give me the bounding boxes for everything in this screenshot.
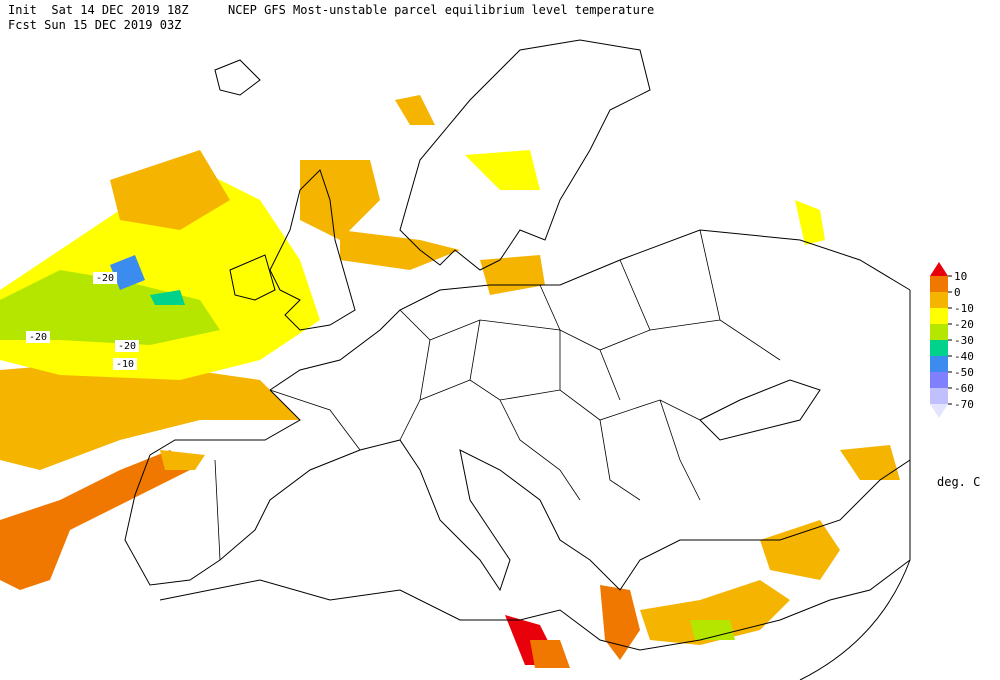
shade-area <box>640 580 790 645</box>
shade-area <box>340 230 460 270</box>
legend-swatch <box>930 356 948 372</box>
legend-label: -20 <box>954 318 974 331</box>
legend-label: -70 <box>954 398 974 411</box>
coastline <box>229 254 276 301</box>
coastline <box>124 389 911 592</box>
contour-label-box <box>26 331 50 343</box>
shade-area <box>300 160 380 240</box>
shade-area <box>840 445 900 480</box>
field-shading <box>0 95 900 668</box>
legend-label: -30 <box>954 334 974 347</box>
legend-swatch <box>930 340 948 356</box>
legend-unit: deg. C <box>937 475 980 489</box>
legend-swatch <box>930 308 948 324</box>
color-legend: 10 0 -10 -20 -30 -40 -50 -60 -70 <box>930 262 974 418</box>
header-init: Init Sat 14 DEC 2019 18Z <box>8 3 189 17</box>
legend-swatch <box>930 388 948 404</box>
legend-arrow-bottom <box>930 404 948 418</box>
country-borders <box>214 229 781 561</box>
contour-label: -20 <box>29 332 47 343</box>
coastlines <box>124 39 911 680</box>
shade-area <box>395 95 435 125</box>
legend-swatch <box>930 276 948 292</box>
legend-label: 0 <box>954 286 961 299</box>
coastline <box>214 59 261 96</box>
shade-area <box>600 585 640 660</box>
legend-swatch <box>930 324 948 340</box>
legend-swatch <box>930 372 948 388</box>
shade-area <box>0 450 190 590</box>
contour-label: -10 <box>116 359 134 370</box>
contour-label-box <box>113 358 137 370</box>
coastline <box>269 169 356 331</box>
shade-area <box>0 360 300 470</box>
coastline <box>699 379 821 441</box>
shade-area <box>110 255 145 290</box>
shade-area <box>0 270 220 345</box>
legend-label: -60 <box>954 382 974 395</box>
shade-area <box>530 640 570 668</box>
legend-label: -40 <box>954 350 974 363</box>
border <box>214 229 781 561</box>
shade-area <box>110 150 230 230</box>
shade-area <box>465 150 540 190</box>
shade-area <box>760 520 840 580</box>
coastline <box>159 559 911 651</box>
shade-area <box>160 450 205 470</box>
legend-swatch <box>930 292 948 308</box>
contour-label-box <box>115 340 139 352</box>
shade-area <box>150 290 185 305</box>
map-edge <box>799 290 911 680</box>
legend-arrow-top <box>930 262 948 276</box>
contour-label: -20 <box>118 341 136 352</box>
shade-area <box>795 200 825 245</box>
header-forecast: Fcst Sun 15 DEC 2019 03Z <box>8 18 181 32</box>
shade-area <box>690 620 735 640</box>
contour-label: -20 <box>96 273 114 284</box>
contour-label-box <box>93 272 117 284</box>
header-title: NCEP GFS Most-unstable parcel equilibriu… <box>228 3 654 17</box>
coastline <box>399 39 651 271</box>
legend-label: -10 <box>954 302 974 315</box>
legend-label: -50 <box>954 366 974 379</box>
legend-label: 10 <box>954 270 967 283</box>
coastline <box>269 229 911 391</box>
contour-labels: -20 -20 -20 -10 <box>26 272 139 370</box>
